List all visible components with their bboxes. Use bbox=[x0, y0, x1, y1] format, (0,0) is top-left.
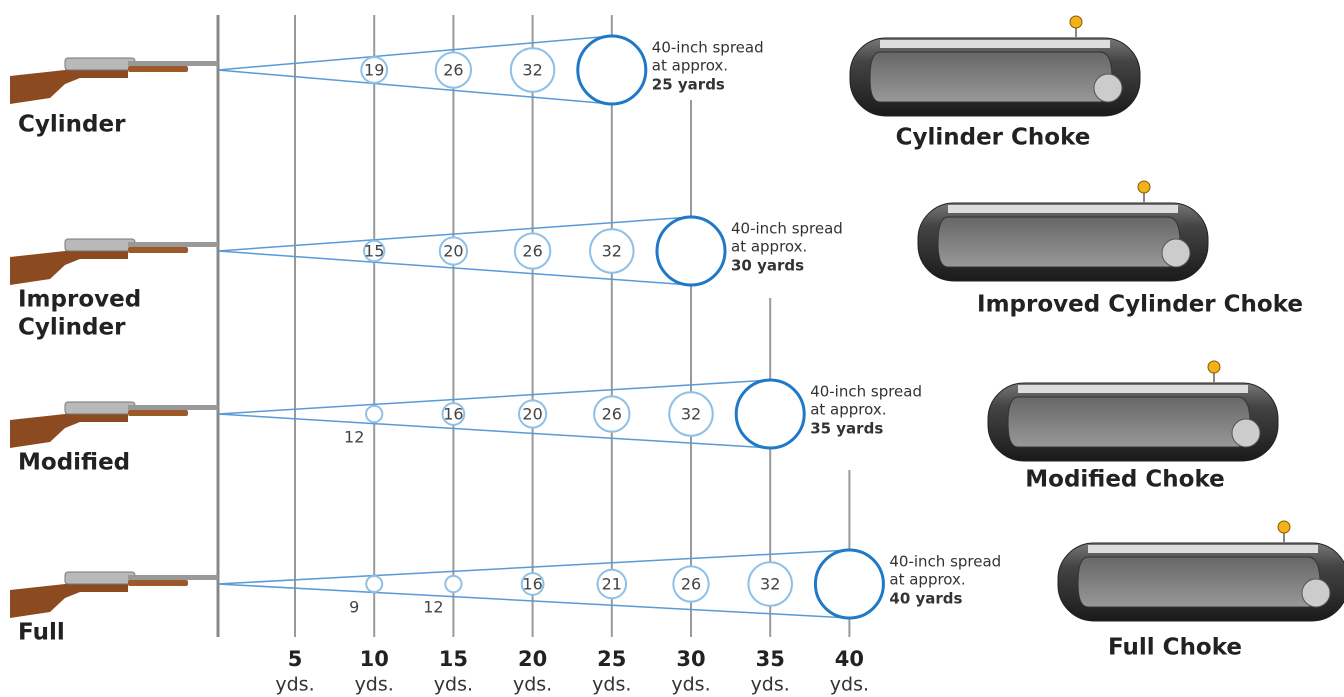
pattern-value: 19 bbox=[364, 61, 384, 80]
spread-text: 40-inch spread bbox=[810, 383, 922, 401]
spread-text: 40-inch spread bbox=[889, 553, 1001, 571]
pattern-value: 20 bbox=[522, 405, 542, 424]
spread-circle bbox=[813, 548, 885, 620]
yard-number: 25 bbox=[597, 647, 626, 671]
pattern-circle bbox=[363, 239, 386, 263]
pattern-value: 9 bbox=[349, 598, 359, 617]
choke-name: Full Choke bbox=[1108, 635, 1242, 661]
pattern-circle bbox=[365, 404, 384, 424]
cone-edge bbox=[217, 250, 692, 286]
pattern-value: 26 bbox=[522, 242, 542, 261]
yard-number: 30 bbox=[676, 647, 705, 671]
pattern-value: 15 bbox=[364, 242, 384, 261]
pattern-circle bbox=[365, 575, 384, 593]
yard-unit: yds. bbox=[751, 674, 790, 696]
shotgun bbox=[9, 401, 219, 449]
cone-edge bbox=[217, 413, 771, 449]
pattern-value: 32 bbox=[760, 575, 780, 594]
pattern-value: 32 bbox=[681, 405, 701, 424]
spread-circle bbox=[655, 215, 727, 287]
spread-distance: 25 yards bbox=[652, 76, 725, 94]
pattern-circle bbox=[518, 399, 548, 429]
choke-name: Cylinder Choke bbox=[896, 125, 1091, 151]
spread-circle bbox=[734, 378, 806, 450]
yard-number: 10 bbox=[360, 647, 389, 671]
yard-number: 20 bbox=[518, 647, 547, 671]
pattern-circle bbox=[747, 561, 793, 607]
row-label: Cylinder bbox=[18, 315, 126, 341]
choke-tube bbox=[917, 180, 1209, 282]
pattern-value: 26 bbox=[681, 575, 701, 594]
pattern-value: 32 bbox=[522, 61, 542, 80]
cone-edge bbox=[217, 69, 612, 105]
cone-edge bbox=[217, 379, 771, 415]
spread-distance: 40 yards bbox=[889, 590, 962, 608]
spread-text: at approx. bbox=[652, 57, 728, 75]
yard-unit: yds. bbox=[275, 674, 314, 696]
cone-edge bbox=[217, 35, 612, 71]
pattern-circle bbox=[513, 232, 552, 270]
pattern-value: 20 bbox=[443, 242, 463, 261]
pattern-circle bbox=[589, 228, 635, 274]
pattern-value: 21 bbox=[602, 575, 622, 594]
pattern-value: 12 bbox=[344, 428, 364, 447]
pattern-value: 26 bbox=[443, 61, 463, 80]
spread-circle bbox=[576, 34, 648, 106]
pattern-circle bbox=[434, 51, 473, 89]
shotgun bbox=[9, 57, 219, 105]
spread-text: at approx. bbox=[889, 571, 965, 589]
pattern-circle bbox=[509, 47, 556, 93]
pattern-circle bbox=[596, 568, 628, 600]
pattern-value: 12 bbox=[423, 598, 443, 617]
spread-text: 40-inch spread bbox=[731, 220, 843, 238]
spread-distance: 30 yards bbox=[731, 257, 804, 275]
yard-number: 35 bbox=[756, 647, 785, 671]
yard-number: 40 bbox=[835, 647, 864, 671]
pattern-circle bbox=[668, 391, 714, 437]
pattern-circle bbox=[672, 565, 710, 603]
cone-edge bbox=[217, 549, 850, 585]
spread-text: at approx. bbox=[810, 401, 886, 419]
choke-name: Modified Choke bbox=[1025, 467, 1225, 493]
pattern-value: 26 bbox=[602, 405, 622, 424]
yard-unit: yds. bbox=[434, 674, 473, 696]
row-label: Improved bbox=[18, 287, 141, 313]
yard-number: 15 bbox=[439, 647, 468, 671]
row-label: Cylinder bbox=[18, 112, 126, 138]
spread-text: 40-inch spread bbox=[652, 39, 764, 57]
yard-unit: yds. bbox=[830, 674, 869, 696]
cone-edge bbox=[217, 216, 692, 252]
pattern-circle bbox=[438, 236, 468, 266]
choke-tube bbox=[987, 360, 1279, 462]
cone-edge bbox=[217, 583, 850, 619]
yard-unit: yds. bbox=[513, 674, 552, 696]
pattern-circle bbox=[360, 56, 389, 84]
pattern-value: 16 bbox=[443, 405, 463, 424]
choke-tube bbox=[1057, 520, 1344, 622]
yard-number: 5 bbox=[288, 647, 303, 671]
pattern-value: 16 bbox=[522, 575, 542, 594]
choke-tube bbox=[849, 15, 1141, 117]
spread-distance: 35 yards bbox=[810, 420, 883, 438]
pattern-value: 32 bbox=[602, 242, 622, 261]
yard-unit: yds. bbox=[592, 674, 631, 696]
pattern-circle bbox=[444, 574, 463, 594]
shotgun bbox=[9, 238, 219, 286]
row-label: Full bbox=[18, 620, 65, 646]
choke-name: Improved Cylinder Choke bbox=[977, 292, 1303, 318]
pattern-circle bbox=[520, 572, 545, 596]
pattern-circle bbox=[441, 402, 466, 426]
row-label: Modified bbox=[18, 450, 130, 476]
yard-unit: yds. bbox=[671, 674, 710, 696]
spread-text: at approx. bbox=[731, 238, 807, 256]
pattern-circle bbox=[593, 395, 631, 433]
shotgun bbox=[9, 571, 219, 619]
yard-unit: yds. bbox=[355, 674, 394, 696]
